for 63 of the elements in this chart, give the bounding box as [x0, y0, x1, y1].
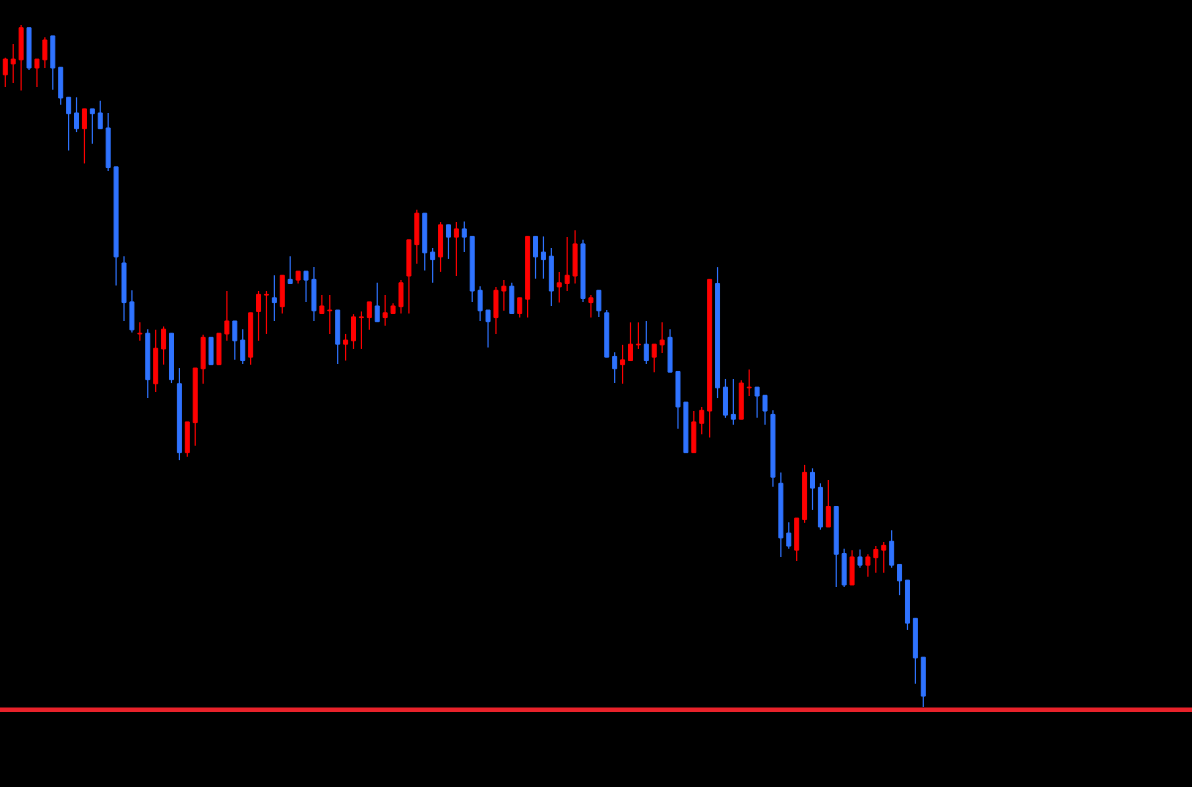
- candlestick: [477, 285, 483, 322]
- candlestick: [501, 279, 507, 312]
- candlestick: [897, 563, 903, 596]
- candlestick: [825, 479, 831, 528]
- candlestick: [588, 294, 594, 319]
- candlestick: [287, 255, 293, 285]
- candlestick: [810, 467, 816, 511]
- candlestick: [659, 321, 665, 354]
- candlestick: [34, 58, 40, 88]
- candlestick: [453, 221, 459, 277]
- candlestick: [517, 297, 523, 319]
- candlestick: [398, 279, 404, 315]
- candlestick: [66, 96, 72, 152]
- candlestick: [224, 290, 230, 342]
- candlestick: [612, 351, 618, 384]
- candlestick: [240, 328, 246, 365]
- candlestick: [42, 36, 48, 69]
- candlestick: [533, 235, 539, 280]
- candlestick: [643, 320, 649, 365]
- candlestick: [564, 236, 570, 292]
- candlestick: [596, 289, 602, 318]
- candlestick: [374, 282, 380, 323]
- candlestick: [137, 321, 143, 342]
- candlestick: [889, 529, 895, 569]
- candlestick: [699, 406, 705, 435]
- candlestick: [319, 294, 325, 315]
- candlestick: [540, 235, 546, 280]
- candlestick: [620, 344, 626, 385]
- candlestick: [430, 247, 436, 284]
- candlestick: [635, 321, 641, 350]
- candlestick: [271, 274, 277, 322]
- candlestick: [232, 320, 238, 361]
- candlestick: [10, 43, 16, 84]
- candlestick: [343, 333, 349, 362]
- candlestick: [730, 378, 736, 426]
- candlestick: [746, 368, 752, 397]
- candlestick: [97, 100, 103, 130]
- candlestick: [445, 224, 451, 260]
- candlestick: [89, 108, 95, 145]
- candlestick: [762, 394, 768, 426]
- candlestick: [256, 290, 262, 342]
- candlestick: [461, 220, 467, 253]
- candlestick: [327, 294, 333, 335]
- candlestick: [786, 521, 792, 550]
- candlestick: [754, 386, 760, 419]
- candlestick: [627, 321, 633, 362]
- candlestick: [2, 57, 8, 88]
- candlestick: [263, 290, 269, 335]
- candlestick: [857, 548, 863, 569]
- candlestick: [382, 294, 388, 327]
- candlestick: [74, 96, 80, 133]
- candlestick: [161, 325, 167, 366]
- candlestick: [556, 271, 562, 304]
- candlestick: [366, 301, 372, 331]
- candlestick: [651, 343, 657, 373]
- candlestick: [873, 545, 879, 574]
- candlestick: [485, 309, 491, 349]
- candlestick: [81, 108, 87, 165]
- candlestick: [303, 270, 309, 303]
- candlestick: [358, 310, 364, 350]
- candlestick: [351, 313, 357, 350]
- candlestick: [865, 553, 871, 578]
- candlestick: [881, 541, 887, 574]
